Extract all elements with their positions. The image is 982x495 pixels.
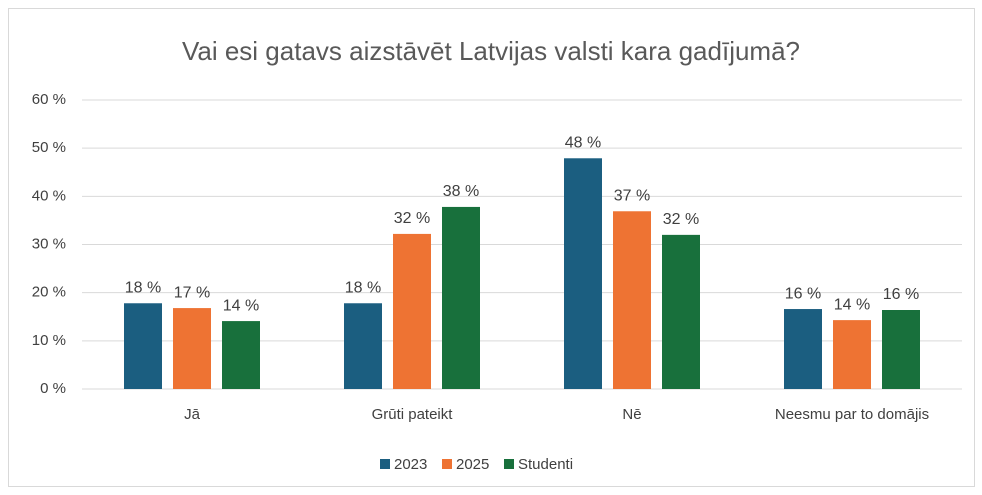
- data-label: 37 %: [614, 187, 650, 204]
- data-label: 18 %: [345, 279, 381, 296]
- y-tick-label: 30 %: [32, 235, 66, 252]
- bar: [784, 309, 822, 389]
- bar: [833, 320, 871, 389]
- data-label: 18 %: [125, 279, 161, 296]
- y-tick-label: 0 %: [40, 380, 66, 397]
- bar: [124, 303, 162, 389]
- bar: [662, 234, 700, 389]
- x-tick-label: Neesmu par to domājis: [775, 406, 929, 423]
- legend-label: Studenti: [518, 456, 573, 473]
- bar: [442, 206, 480, 389]
- data-label: 16 %: [883, 286, 919, 303]
- data-label: 16 %: [785, 285, 821, 302]
- x-tick-label: Jā: [184, 406, 201, 423]
- data-label: 14 %: [223, 297, 259, 314]
- data-label: 32 %: [394, 210, 430, 227]
- legend-label: 2023: [394, 456, 427, 473]
- legend-swatch: [442, 459, 452, 469]
- y-tick-label: 60 %: [32, 91, 66, 108]
- bar: [222, 321, 260, 389]
- data-label: 32 %: [663, 211, 699, 228]
- bar: [564, 158, 602, 389]
- legend-swatch: [380, 459, 390, 469]
- legend-swatch: [504, 459, 514, 469]
- bar: [344, 303, 382, 389]
- y-tick-label: 10 %: [32, 332, 66, 349]
- bar: [882, 310, 920, 389]
- x-tick-label: Grūti pateikt: [372, 406, 454, 423]
- bar: [173, 308, 211, 389]
- data-label: 14 %: [834, 296, 870, 313]
- bar: [393, 233, 431, 389]
- legend-label: 2025: [456, 456, 489, 473]
- data-label: 17 %: [174, 284, 210, 301]
- data-label: 48 %: [565, 135, 601, 152]
- y-tick-label: 40 %: [32, 187, 66, 204]
- bar: [613, 211, 651, 389]
- y-tick-label: 20 %: [32, 284, 66, 301]
- chart-frame: [8, 8, 975, 487]
- data-label: 38 %: [443, 183, 479, 200]
- chart-title: Vai esi gatavs aizstāvēt Latvijas valsti…: [182, 36, 800, 66]
- x-tick-label: Nē: [622, 406, 641, 423]
- y-tick-label: 50 %: [32, 139, 66, 156]
